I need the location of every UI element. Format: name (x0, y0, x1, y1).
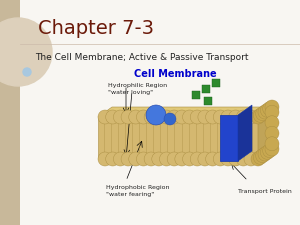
Circle shape (129, 110, 143, 124)
Circle shape (265, 100, 279, 114)
Circle shape (190, 110, 204, 124)
Circle shape (236, 110, 250, 124)
Circle shape (121, 110, 135, 124)
Circle shape (136, 152, 150, 166)
Circle shape (256, 107, 270, 121)
Circle shape (198, 110, 212, 124)
Circle shape (265, 126, 279, 140)
Circle shape (0, 18, 52, 86)
Circle shape (260, 103, 274, 117)
Circle shape (244, 152, 258, 166)
Circle shape (113, 152, 128, 166)
Circle shape (263, 144, 277, 158)
Circle shape (113, 110, 128, 124)
Circle shape (256, 149, 270, 163)
Circle shape (221, 152, 235, 166)
Circle shape (175, 110, 189, 124)
Circle shape (213, 152, 227, 166)
Circle shape (98, 110, 112, 124)
Circle shape (263, 102, 277, 116)
Circle shape (198, 152, 212, 166)
Circle shape (136, 110, 150, 124)
Circle shape (258, 147, 272, 161)
Circle shape (229, 152, 243, 166)
Bar (202, 85, 210, 93)
Polygon shape (258, 107, 272, 159)
Circle shape (121, 152, 135, 166)
Circle shape (206, 152, 220, 166)
Circle shape (265, 105, 279, 119)
Bar (220, 115, 238, 161)
Circle shape (182, 152, 197, 166)
Circle shape (152, 152, 166, 166)
Text: Cell Membrane: Cell Membrane (134, 69, 216, 79)
Circle shape (167, 110, 181, 124)
Text: The Cell Membrane; Active & Passive Transport: The Cell Membrane; Active & Passive Tran… (35, 54, 248, 63)
Circle shape (164, 113, 176, 125)
Text: Hydrophilic Region
"water loving": Hydrophilic Region "water loving" (108, 83, 167, 95)
Circle shape (221, 110, 235, 124)
Polygon shape (238, 105, 252, 161)
Circle shape (98, 152, 112, 166)
Circle shape (213, 110, 227, 124)
Polygon shape (98, 107, 272, 117)
Circle shape (251, 110, 265, 124)
Circle shape (236, 152, 250, 166)
Circle shape (206, 110, 220, 124)
Bar (212, 79, 220, 87)
Circle shape (146, 105, 166, 125)
Circle shape (160, 110, 173, 124)
Circle shape (253, 108, 267, 122)
Polygon shape (98, 117, 258, 159)
Circle shape (260, 145, 274, 159)
Circle shape (167, 152, 181, 166)
Bar (192, 91, 200, 99)
Text: Transport Protein: Transport Protein (238, 189, 292, 194)
Circle shape (229, 110, 243, 124)
Circle shape (152, 110, 166, 124)
Circle shape (106, 110, 120, 124)
Circle shape (253, 150, 267, 164)
Circle shape (258, 105, 272, 119)
Circle shape (182, 110, 197, 124)
Circle shape (265, 137, 279, 151)
Text: Hydrophobic Region
"water fearing": Hydrophobic Region "water fearing" (106, 185, 169, 197)
Circle shape (129, 152, 143, 166)
Bar (0, 0, 20, 225)
Circle shape (144, 110, 158, 124)
Circle shape (23, 68, 31, 76)
Circle shape (106, 152, 120, 166)
Circle shape (265, 142, 279, 156)
Circle shape (251, 152, 265, 166)
Circle shape (144, 152, 158, 166)
Circle shape (160, 152, 173, 166)
Circle shape (244, 110, 258, 124)
Bar (204, 97, 212, 105)
Circle shape (265, 116, 279, 130)
Text: Chapter 7-3: Chapter 7-3 (38, 18, 154, 38)
Circle shape (190, 152, 204, 166)
Circle shape (175, 152, 189, 166)
